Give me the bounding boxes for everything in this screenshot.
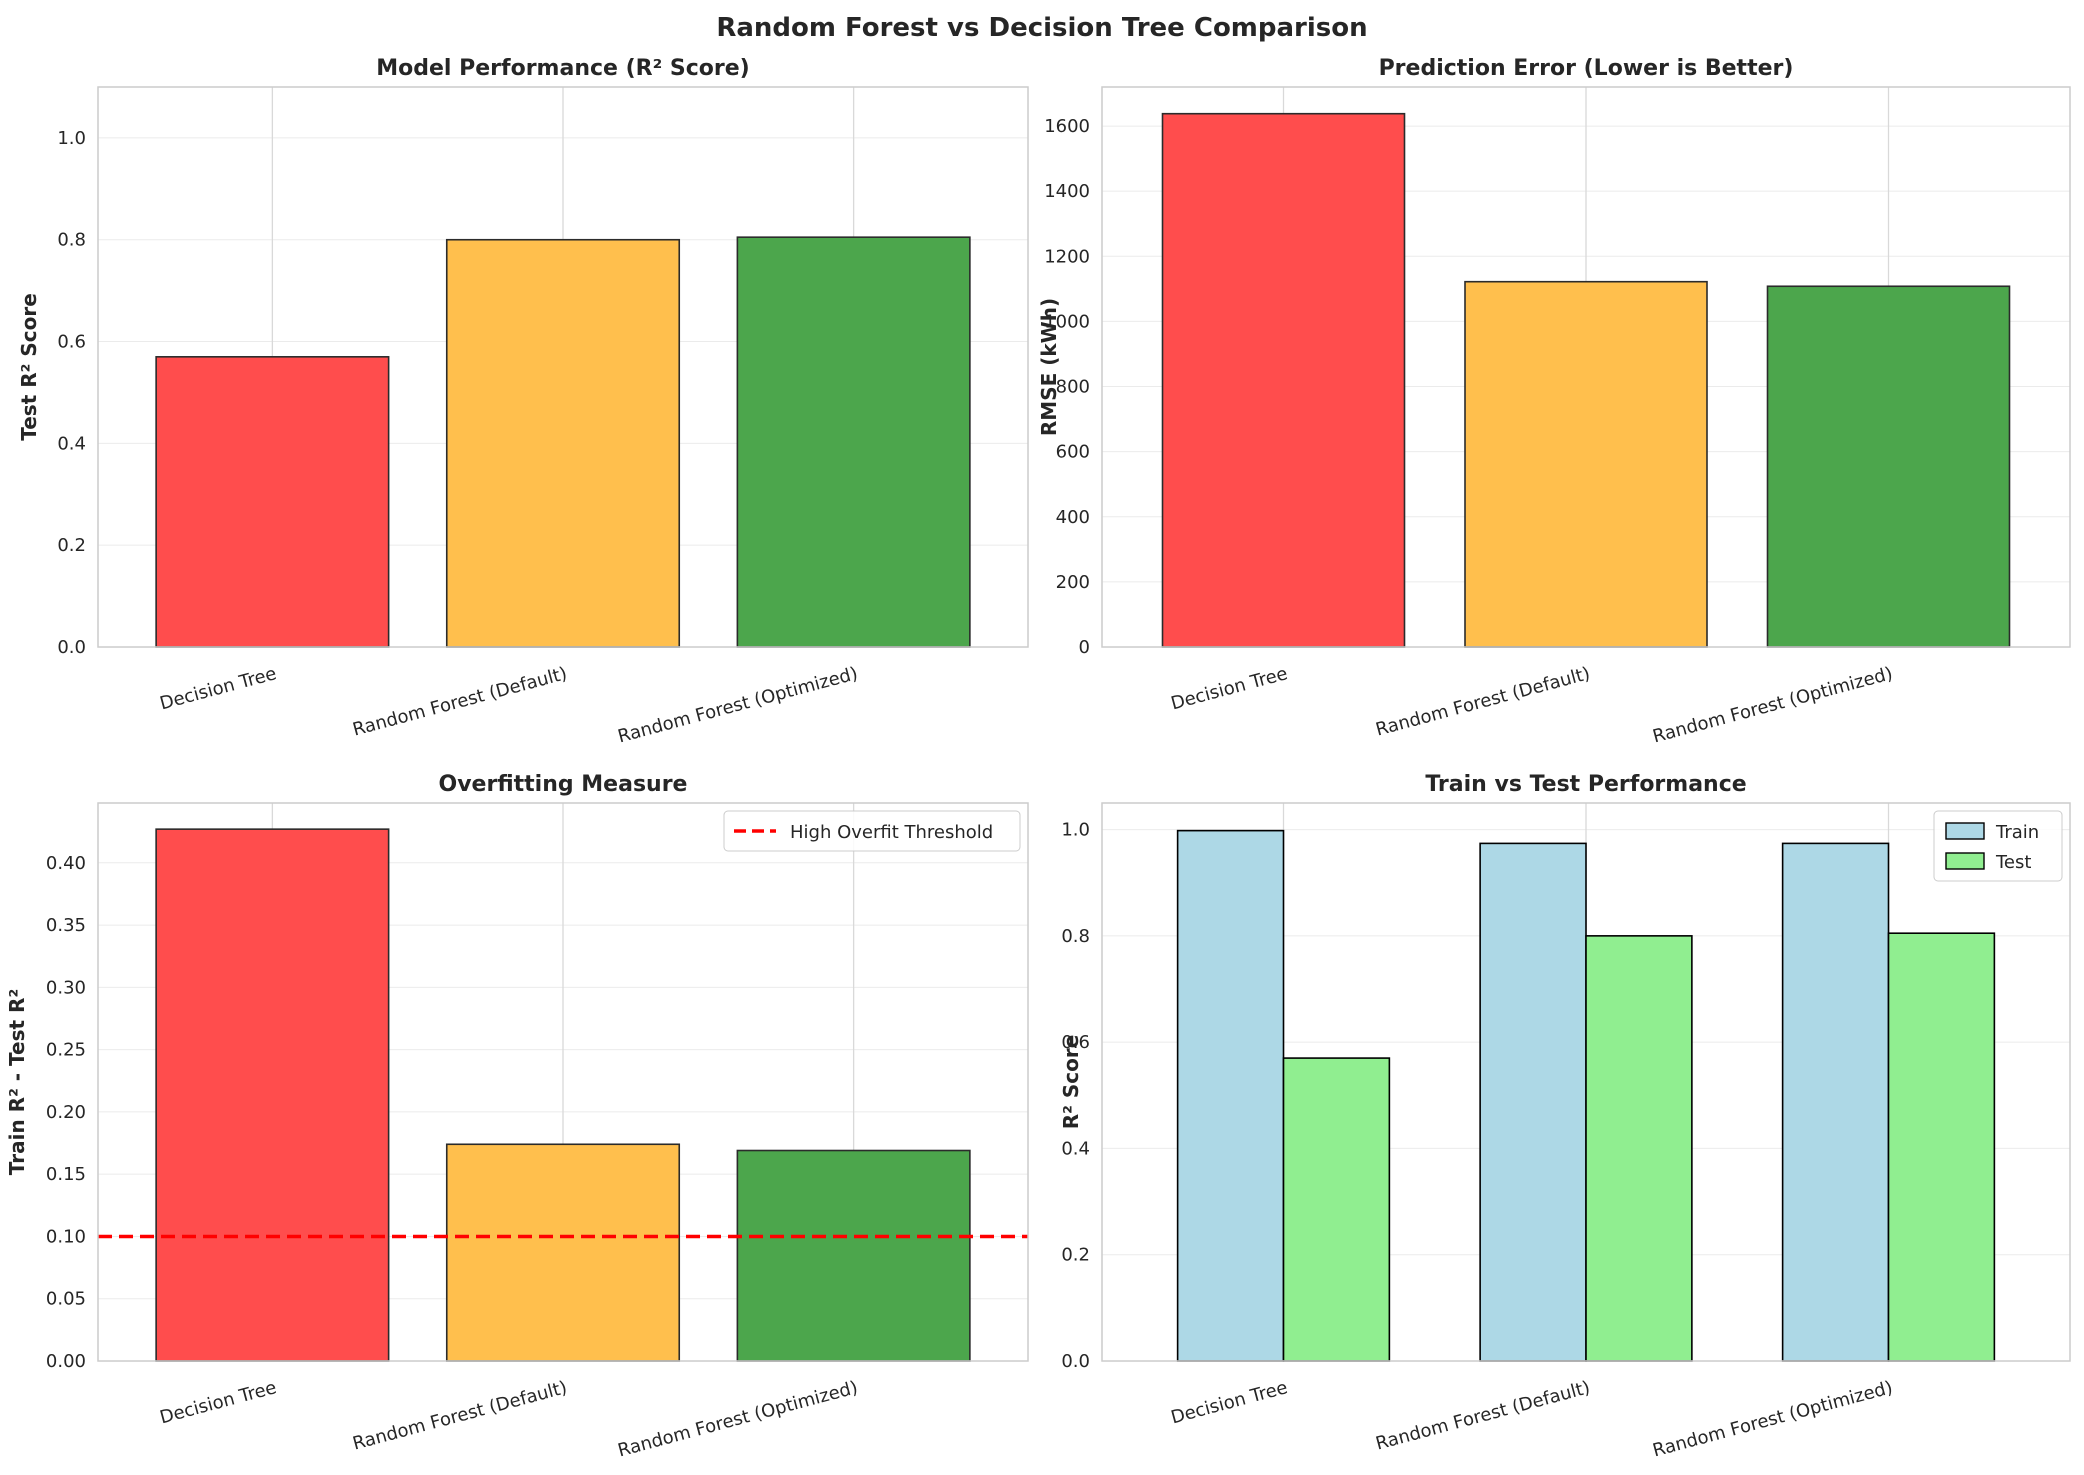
legend-box [723,810,1021,852]
x-tick-label: Random Forest (Default) [1373,663,1592,740]
y-tick-label: 200 [1056,572,1090,593]
chart-title: Train vs Test Performance [1425,772,1746,797]
x-tick-label: Random Forest (Optimized) [616,1377,860,1461]
x-tick-label: Random Forest (Default) [1373,1377,1592,1454]
y-tick-label: 0.4 [57,433,86,454]
y-tick-label: 0.25 [46,1040,86,1061]
bar-test-3 [1887,932,1996,1362]
y-tick-label: 0.4 [1061,1138,1090,1159]
y-tick-label: 0.8 [1061,926,1090,947]
y-tick-label: 0.00 [46,1351,86,1372]
chart-title: Prediction Error (Lower is Better) [1379,56,1794,81]
y-tick-label: 1600 [1044,116,1090,137]
x-tick-label: Decision Tree [158,663,279,714]
x-tick-label: Random Forest (Optimized) [616,663,860,747]
chart-panel-overfitting: 0.00 0.05 0.10 0.15 0.20 0.25 0.30 0.35 0.40 Deci… [5,772,1029,1461]
x-tick-label: Random Forest (Default) [350,1377,569,1454]
bar-1 [155,828,390,1362]
y-tick-label: 0.2 [1061,1245,1090,1266]
figure-suptitle: Random Forest vs Decision Tree Compariso… [716,13,1367,43]
chart-title: Overfitting Measure [439,772,688,797]
legend-label: High Overfit Threshold [790,822,993,843]
bar-2 [445,238,681,648]
bar-train-1 [1176,829,1285,1362]
y-axis-label: Test R² Score [17,293,41,441]
y-tick-label: 0.15 [46,1164,86,1185]
bar-3 [736,1149,971,1362]
bar-test-1 [1282,1057,1391,1362]
y-tick-label: 0.05 [46,1289,86,1310]
y-tick-label: 1400 [1044,181,1090,202]
y-tick-label: 0 [1079,637,1090,658]
bar-train-2 [1479,842,1587,1362]
x-tick-label: Decision Tree [1169,663,1290,714]
chart-title: Model Performance (R² Score) [376,56,749,81]
x-tick-label: Random Forest (Default) [350,663,569,740]
chart-panel-train-vs-test: 0.0 0.2 0.4 0.6 0.8 1.0 Decision Tree Random Fo… [1059,772,2071,1461]
y-axis-label: Train R² - Test R² [5,989,29,1175]
legend-swatch-train [1945,822,1985,840]
bar-train-3 [1781,842,1890,1362]
bar-2 [1464,280,1708,648]
bar-1 [155,356,390,648]
bar-3 [1766,285,2011,648]
y-tick-label: 600 [1056,442,1090,463]
x-tick-label: Random Forest (Optimized) [1651,1377,1895,1461]
y-axis-label: RMSE (kWh) [1037,298,1061,436]
y-tick-label: 0.20 [46,1102,86,1123]
bar-test-2 [1585,935,1693,1362]
y-tick-label: 0.30 [46,977,86,998]
chart-panel-r2-score: 0.0 0.2 0.4 0.6 0.8 1.0 Decision Tree Random Fo… [17,56,1029,747]
plot-frame [1101,802,2071,1362]
bar-3 [736,236,971,648]
y-tick-label: 0.6 [57,332,86,353]
y-tick-label: 1000 [1044,311,1090,332]
y-tick-label: 0.2 [57,535,86,556]
bar-1 [1161,112,1406,648]
y-tick-label: 0.0 [57,637,86,658]
y-tick-label: 800 [1056,377,1090,398]
x-tick-label: Random Forest (Optimized) [1651,663,1895,747]
plot-frame [97,802,1029,1362]
bar-2 [445,1143,681,1362]
x-tick-label: Decision Tree [1169,1377,1290,1428]
y-tick-label: 400 [1056,507,1090,528]
plot-frame [97,86,1029,648]
legend-label-train: Train [1995,822,2039,843]
plot-frame [1101,86,2071,648]
y-tick-label: 0.35 [46,915,86,936]
y-tick-label: 0.0 [1061,1351,1090,1372]
y-tick-label: 1200 [1044,246,1090,267]
legend-swatch-test [1945,852,1985,870]
y-axis-label: R² Score [1059,1035,1083,1130]
y-tick-label: 0.6 [1061,1032,1090,1053]
y-tick-label: 0.8 [57,230,86,251]
legend-label-test: Test [1995,852,2031,873]
y-tick-label: 1.0 [57,128,86,149]
chart-panel-rmse: 0 200 400 600 800 1000 1200 1400 1600 Decision Tr… [1037,56,2071,747]
x-tick-label: Decision Tree [158,1377,279,1428]
y-tick-label: 1.0 [1061,820,1090,841]
y-tick-label: 0.40 [46,853,86,874]
y-tick-label: 0.10 [46,1226,86,1247]
